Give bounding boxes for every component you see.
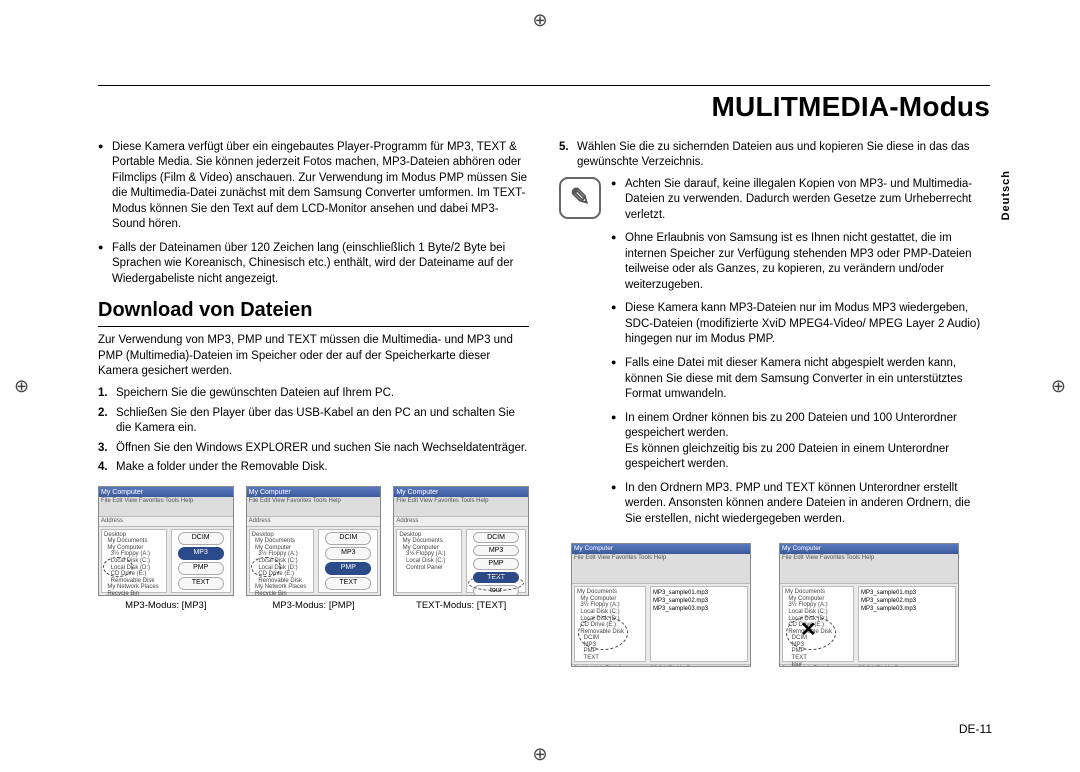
screenshot-row-2: My ComputerFile Edit View Favorites Tool… xyxy=(571,543,990,667)
screenshot-caption: MP3-Modus: [MP3] xyxy=(98,600,234,613)
section-heading: Download von Dateien xyxy=(98,297,529,327)
screenshot-block: My ComputerFile Edit View Favorites Tool… xyxy=(98,486,234,613)
screenshot-block: My ComputerFile Edit View Favorites Tool… xyxy=(246,486,382,613)
intro-bullet-list: Diese Kamera verfügt über ein eingebaute… xyxy=(98,140,529,288)
note-box: ✎ Achten Sie darauf, keine illegalen Kop… xyxy=(559,177,990,535)
bullet-item: Diese Kamera kann MP3-Dateien nur im Mod… xyxy=(611,301,990,348)
bullet-item: In einem Ordner können bis zu 200 Dateie… xyxy=(611,411,990,473)
screenshot-block: My ComputerFile Edit View Favorites Tool… xyxy=(393,486,529,613)
registration-mark: ⊕ xyxy=(532,742,547,766)
explorer-window: My ComputerFile Edit View Favorites Tool… xyxy=(246,486,382,596)
screenshot-caption: MP3-Modus: [PMP] xyxy=(246,600,382,613)
step-item: 5.Wählen Sie die zu sichernden Dateien a… xyxy=(559,140,990,171)
section-intro: Zur Verwendung von MP3, PMP und TEXT müs… xyxy=(98,333,529,380)
note-bullet-list: Achten Sie darauf, keine illegalen Kopie… xyxy=(611,177,990,535)
left-column: Diese Kamera verfügt über ein eingebaute… xyxy=(98,140,529,667)
bullet-item: Diese Kamera verfügt über ein eingebaute… xyxy=(98,140,529,233)
note-icon: ✎ xyxy=(559,177,601,219)
step-item: 1.Speichern Sie die gewünschten Dateien … xyxy=(98,386,529,402)
step-item: 4.Make a folder under the Removable Disk… xyxy=(98,460,529,476)
page-title: MULITMEDIA-Modus xyxy=(98,88,990,126)
page-number: DE-11 xyxy=(959,721,992,737)
bullet-item: In den Ordnern MP3. PMP und TEXT können … xyxy=(611,481,990,528)
steps-list-continued: 5.Wählen Sie die zu sichernden Dateien a… xyxy=(559,140,990,171)
bullet-item: Ohne Erlaubnis von Samsung ist es Ihnen … xyxy=(611,231,990,293)
right-column: 5.Wählen Sie die zu sichernden Dateien a… xyxy=(559,140,990,667)
explorer-window: My ComputerFile Edit View Favorites Tool… xyxy=(779,543,959,667)
bullet-item: Falls der Dateinamen über 120 Zeichen la… xyxy=(98,241,529,288)
explorer-window: My ComputerFile Edit View Favorites Tool… xyxy=(571,543,751,667)
screenshot-caption: TEXT-Modus: [TEXT] xyxy=(393,600,529,613)
step-item: 2.Schließen Sie den Player über das USB-… xyxy=(98,406,529,437)
bullet-item: Achten Sie darauf, keine illegalen Kopie… xyxy=(611,177,990,224)
screenshot-row: My ComputerFile Edit View Favorites Tool… xyxy=(98,486,529,613)
bullet-item: Falls eine Datei mit dieser Kamera nicht… xyxy=(611,356,990,403)
step-item: 3.Öffnen Sie den Windows EXPLORER und su… xyxy=(98,441,529,457)
explorer-window: My ComputerFile Edit View Favorites Tool… xyxy=(393,486,529,596)
steps-list: 1.Speichern Sie die gewünschten Dateien … xyxy=(98,386,529,476)
explorer-window: My ComputerFile Edit View Favorites Tool… xyxy=(98,486,234,596)
